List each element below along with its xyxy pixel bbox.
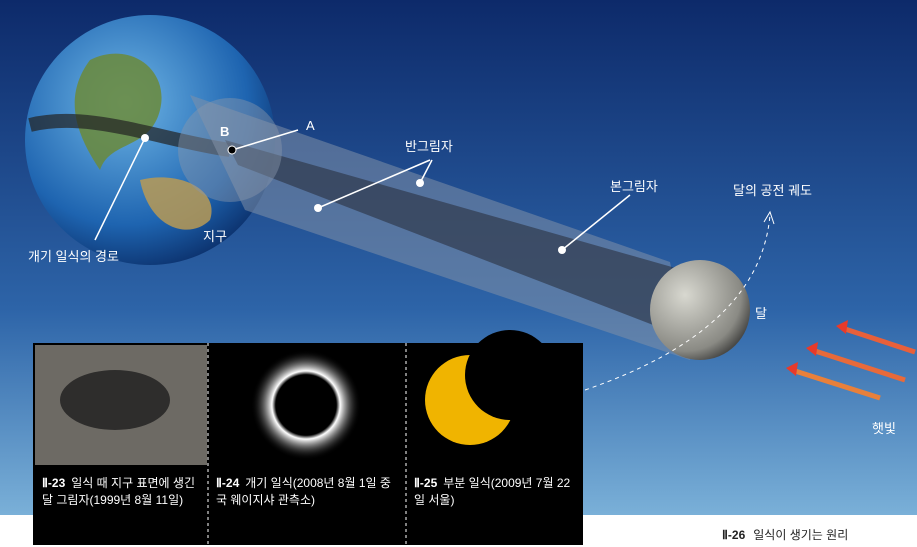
land (74, 53, 162, 171)
label-moon: 달 (755, 306, 767, 321)
label-b: B (220, 124, 230, 139)
orbit (584, 214, 771, 391)
photo-number: Ⅱ-23 (42, 476, 66, 490)
photo-caption: Ⅱ-24 개기 일식(2008년 8월 1일 중국 웨이지샤 관측소) (216, 475, 398, 509)
label-a: A (306, 118, 315, 133)
ray-heads (786, 320, 848, 376)
moon (650, 260, 750, 360)
label-umbra: 본그림자 (610, 179, 658, 194)
umbra-cone (225, 140, 705, 345)
photo-caption: Ⅱ-25 부분 일식(2009년 7월 22일 서울) (414, 475, 574, 509)
figure-text: 일식이 생기는 원리 (753, 528, 849, 542)
land (140, 177, 212, 230)
label-earth: 지구 (203, 229, 227, 244)
photo-text: 일식 때 지구 표면에 생긴 달 그림자(1999년 8월 11일) (42, 476, 195, 507)
photo-caption: Ⅱ-23 일식 때 지구 표면에 생긴 달 그림자(1999년 8월 11일) (42, 475, 202, 509)
label-penumbra: 반그림자 (405, 139, 453, 154)
label-path: 개기 일식의 경로 (28, 249, 119, 264)
shadow-spot (60, 370, 170, 430)
photo-number: Ⅱ-24 (216, 476, 240, 490)
pointer-dots (141, 134, 566, 254)
photo-number: Ⅱ-25 (414, 476, 438, 490)
label-sunlight: 햇빛 (872, 421, 896, 436)
sun-rays (791, 325, 916, 401)
photo-text: 개기 일식(2008년 8월 1일 중국 웨이지샤 관측소) (216, 476, 391, 507)
figure-number: Ⅱ-26 (722, 528, 746, 542)
eclipse-path (28, 113, 231, 157)
label-orbit: 달의 공전 궤도 (733, 183, 812, 198)
figure-caption: Ⅱ-26 일식이 생기는 원리 (722, 526, 848, 543)
pointers (94, 129, 631, 251)
orbit-arrow (763, 210, 775, 225)
photo-text: 부분 일식(2009년 7월 22일 서울) (414, 476, 571, 507)
photo-total (251, 350, 361, 460)
moon-disk (465, 330, 555, 420)
